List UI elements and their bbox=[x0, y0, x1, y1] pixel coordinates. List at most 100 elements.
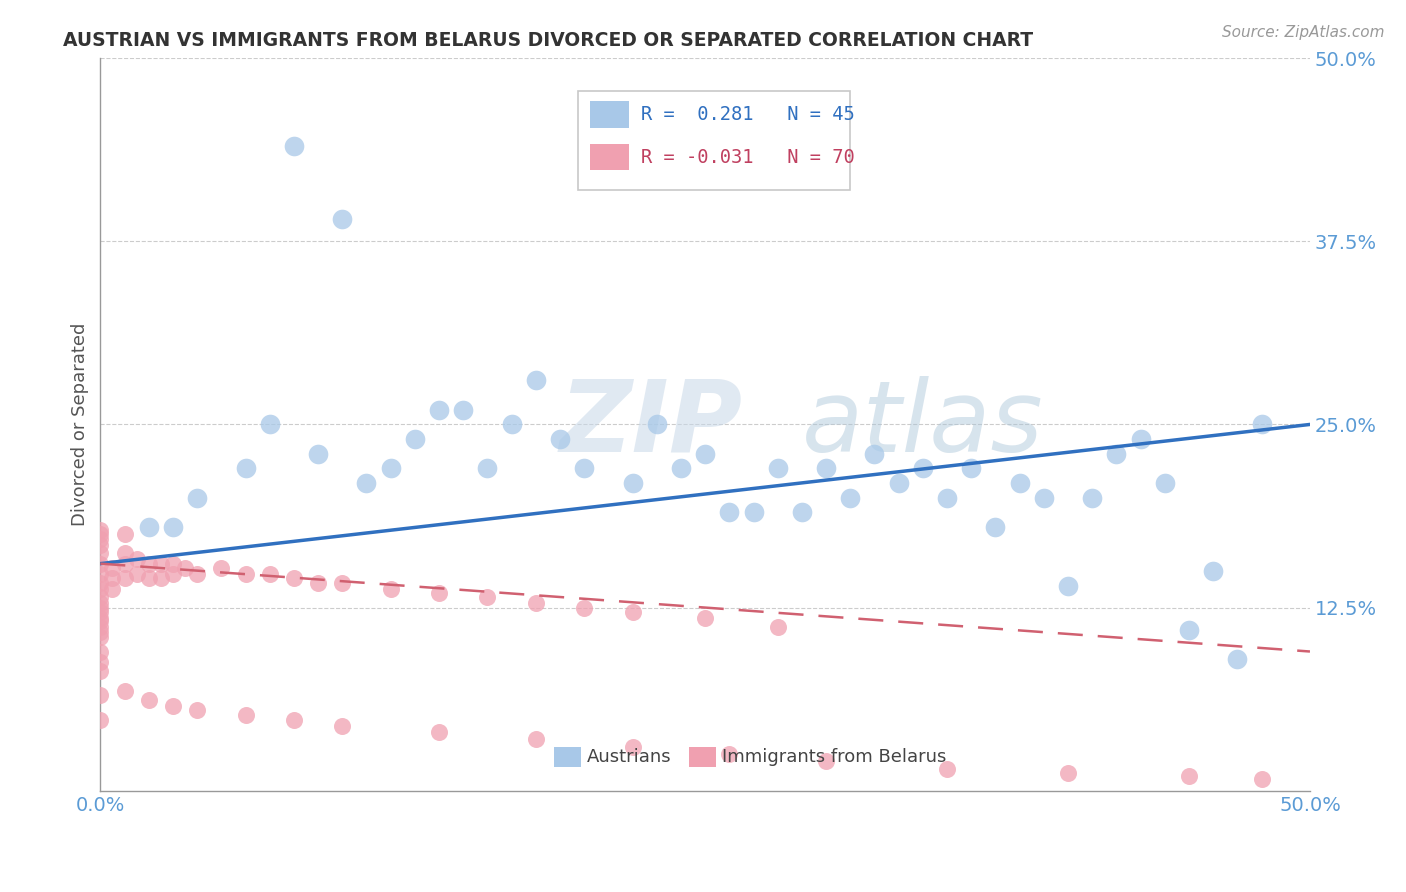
Point bbox=[101, 582, 124, 596]
Point bbox=[307, 447, 329, 461]
Point bbox=[125, 566, 148, 581]
Point bbox=[718, 747, 741, 761]
Point bbox=[645, 417, 668, 432]
Point bbox=[138, 571, 160, 585]
Point bbox=[89, 591, 111, 605]
Point bbox=[1129, 432, 1152, 446]
Point bbox=[427, 586, 450, 600]
Point bbox=[89, 527, 111, 541]
Y-axis label: Divorced or Separated: Divorced or Separated bbox=[72, 323, 89, 526]
Point bbox=[1081, 491, 1104, 505]
Point bbox=[380, 461, 402, 475]
Point bbox=[307, 575, 329, 590]
Point bbox=[1057, 766, 1080, 780]
Point bbox=[1178, 623, 1201, 637]
Point bbox=[742, 505, 765, 519]
Point bbox=[89, 582, 111, 596]
Text: ZIP: ZIP bbox=[560, 376, 742, 473]
Point bbox=[1105, 447, 1128, 461]
Point bbox=[89, 546, 111, 560]
Point bbox=[404, 432, 426, 446]
Point bbox=[1250, 772, 1272, 786]
Point bbox=[695, 611, 717, 625]
Point bbox=[89, 532, 111, 546]
Point bbox=[330, 212, 353, 227]
Point bbox=[501, 417, 523, 432]
Point bbox=[89, 538, 111, 552]
Point bbox=[718, 505, 741, 519]
FancyBboxPatch shape bbox=[591, 144, 628, 170]
Point bbox=[138, 693, 160, 707]
Point bbox=[89, 714, 111, 728]
Point bbox=[548, 432, 571, 446]
Point bbox=[621, 476, 644, 491]
FancyBboxPatch shape bbox=[578, 91, 851, 190]
Point bbox=[259, 417, 281, 432]
FancyBboxPatch shape bbox=[689, 747, 716, 767]
Point bbox=[259, 566, 281, 581]
Text: Source: ZipAtlas.com: Source: ZipAtlas.com bbox=[1222, 25, 1385, 40]
Point bbox=[114, 571, 136, 585]
Text: Immigrants from Belarus: Immigrants from Belarus bbox=[723, 748, 946, 766]
Point bbox=[174, 561, 197, 575]
Point bbox=[911, 461, 934, 475]
Point bbox=[283, 139, 305, 153]
Point bbox=[101, 561, 124, 575]
Point bbox=[125, 552, 148, 566]
Point bbox=[572, 461, 595, 475]
Point bbox=[887, 476, 910, 491]
Point bbox=[89, 625, 111, 640]
Point bbox=[235, 461, 257, 475]
Point bbox=[89, 644, 111, 658]
Point bbox=[766, 619, 789, 633]
Point bbox=[1226, 652, 1249, 666]
Point bbox=[162, 557, 184, 571]
Point bbox=[89, 689, 111, 703]
Point bbox=[209, 561, 232, 575]
Point bbox=[427, 725, 450, 739]
Point bbox=[89, 619, 111, 633]
Point bbox=[984, 520, 1007, 534]
Point bbox=[815, 461, 838, 475]
Point bbox=[89, 523, 111, 537]
Point bbox=[380, 582, 402, 596]
Point bbox=[1178, 769, 1201, 783]
Point bbox=[101, 571, 124, 585]
Point bbox=[162, 698, 184, 713]
Point bbox=[330, 575, 353, 590]
Point bbox=[89, 566, 111, 581]
Point bbox=[572, 600, 595, 615]
Point bbox=[162, 520, 184, 534]
Point bbox=[1057, 578, 1080, 592]
FancyBboxPatch shape bbox=[554, 747, 581, 767]
Point bbox=[89, 596, 111, 610]
Point bbox=[89, 557, 111, 571]
Point bbox=[1153, 476, 1175, 491]
Point bbox=[89, 611, 111, 625]
Point bbox=[1032, 491, 1054, 505]
Point bbox=[936, 491, 959, 505]
Point bbox=[114, 546, 136, 560]
Point bbox=[89, 575, 111, 590]
Point bbox=[283, 571, 305, 585]
Point bbox=[1250, 417, 1272, 432]
Point bbox=[235, 707, 257, 722]
Point bbox=[138, 520, 160, 534]
Point bbox=[114, 557, 136, 571]
Point bbox=[621, 739, 644, 754]
Point bbox=[790, 505, 813, 519]
Point bbox=[1008, 476, 1031, 491]
Point bbox=[330, 719, 353, 733]
Text: atlas: atlas bbox=[801, 376, 1043, 473]
Point bbox=[960, 461, 983, 475]
Point bbox=[451, 402, 474, 417]
Point bbox=[1202, 564, 1225, 578]
Text: R =  0.281   N = 45: R = 0.281 N = 45 bbox=[641, 105, 855, 124]
Point bbox=[427, 402, 450, 417]
Point bbox=[815, 755, 838, 769]
Point bbox=[477, 461, 499, 475]
FancyBboxPatch shape bbox=[591, 102, 628, 128]
Point bbox=[283, 714, 305, 728]
Point bbox=[89, 655, 111, 669]
Point bbox=[186, 566, 208, 581]
